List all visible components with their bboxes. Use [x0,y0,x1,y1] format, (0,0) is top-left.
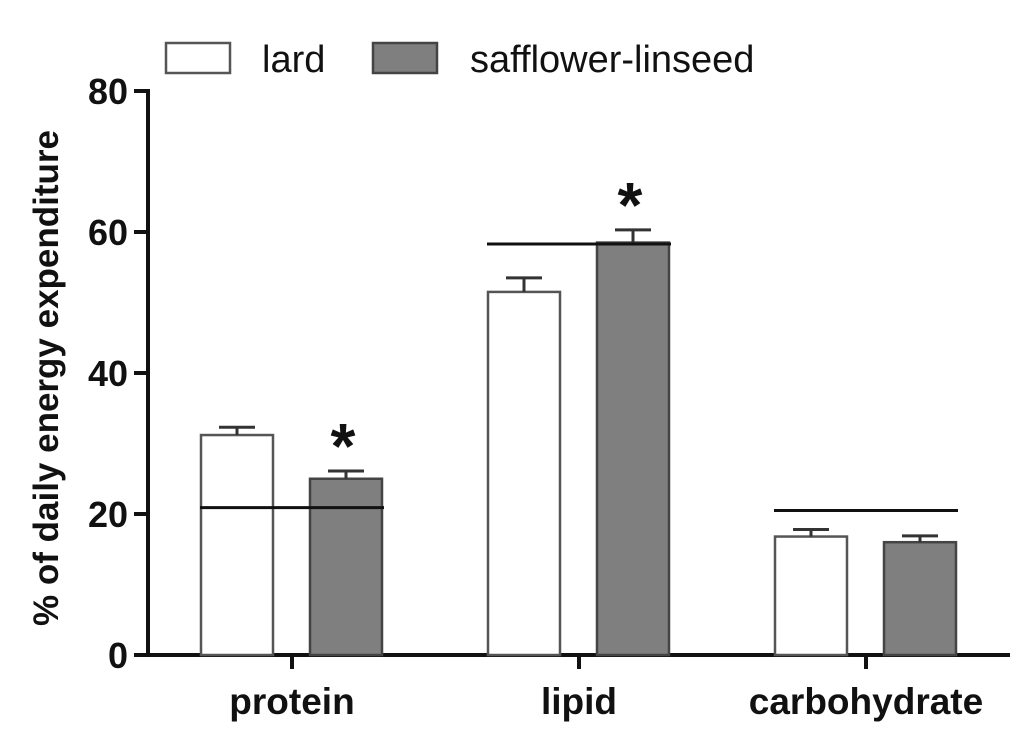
y-axis: 0 20 40 60 80 % of daily energy expenditure [27,71,150,676]
bar-safflower-linseed-carbohydrate [882,540,958,657]
significance-star: * [331,410,356,482]
y-tick-label: 20 [88,494,128,535]
legend-swatch-lard [164,41,232,75]
reference-lines [200,242,958,512]
legend: lard safflower-linseed [164,39,754,81]
x-axis: protein lipid carbohydrate [148,653,1010,722]
bar-lard-protein [199,433,275,657]
legend-label-lard: lard [262,39,325,81]
y-tick-label: 0 [108,635,128,676]
x-tick-label-carbohydrate: carbohydrate [749,681,983,722]
bar-safflower-linseed-protein [308,477,384,657]
y-tick-label: 40 [88,353,128,394]
y-tick-label: 60 [88,212,128,253]
bar-safflower-linseed-lipid [595,241,671,657]
x-tick-label-lipid: lipid [541,681,617,722]
bar-lard-carbohydrate [773,535,849,657]
significance-star: * [618,169,643,241]
bar-lard-lipid [486,290,562,657]
legend-label-safflower-linseed: safflower-linseed [470,39,754,81]
bars [199,228,958,657]
y-tick-label: 80 [88,71,128,112]
x-tick-label-protein: protein [229,681,354,722]
legend-swatch-safflower-linseed [371,41,439,75]
y-axis-label: % of daily energy expenditure [27,130,66,626]
annotations: ** [331,169,643,482]
